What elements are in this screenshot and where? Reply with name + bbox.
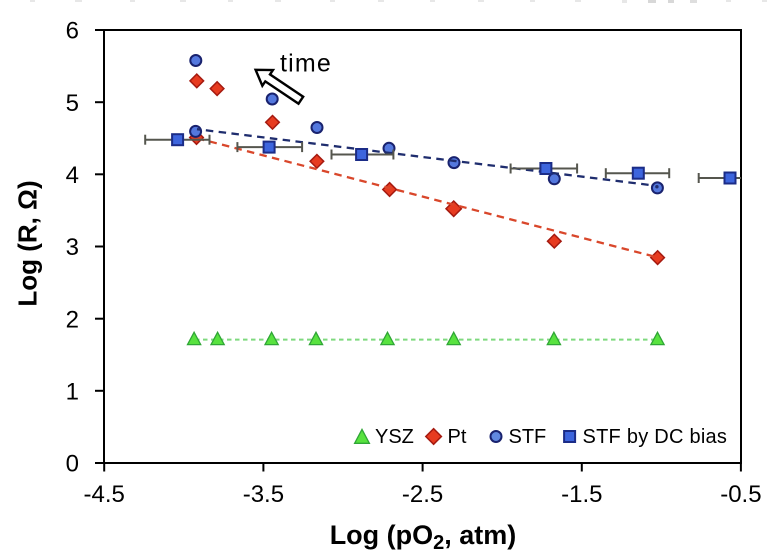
svg-text:6: 6 <box>66 18 79 45</box>
svg-text:time: time <box>280 50 332 78</box>
svg-text:5: 5 <box>66 90 79 117</box>
svg-text:-2.5: -2.5 <box>402 481 443 508</box>
svg-text:-4.5: -4.5 <box>84 481 125 508</box>
svg-text:-1.5: -1.5 <box>561 481 602 508</box>
svg-text:3: 3 <box>66 234 79 261</box>
svg-text:YSZ: YSZ <box>375 426 414 448</box>
svg-text:4: 4 <box>66 162 79 189</box>
svg-text:-3.5: -3.5 <box>243 481 284 508</box>
svg-text:STF: STF <box>509 426 547 448</box>
svg-text:-0.5: -0.5 <box>720 481 761 508</box>
svg-text:Log (R, Ω): Log (R, Ω) <box>13 180 43 306</box>
svg-text:STF by DC bias: STF by DC bias <box>583 426 728 448</box>
svg-text:Pt: Pt <box>448 426 467 448</box>
svg-text:1: 1 <box>66 378 79 405</box>
svg-text:0: 0 <box>66 451 79 478</box>
svg-text:Log (pO2, atm): Log (pO2, atm) <box>330 520 517 554</box>
svg-text:2: 2 <box>66 306 79 333</box>
